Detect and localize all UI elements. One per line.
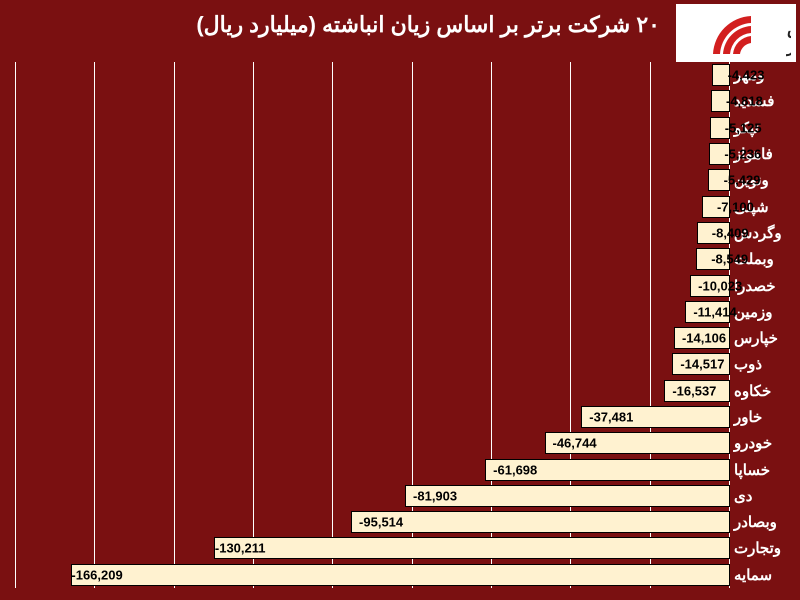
value-label: -130,211 <box>215 541 266 556</box>
bar-row: خصدرا-10,023 <box>16 275 730 297</box>
category-label: خاور <box>734 408 798 426</box>
category-label: دی <box>734 487 798 505</box>
value-label: -4,423 <box>728 68 765 83</box>
value-label: -4,818 <box>726 94 763 109</box>
brand-logo: بورس نیوز <box>676 4 796 62</box>
bar-row: فاهواز-5,236 <box>16 143 730 165</box>
bar-row: خودرو-46,744 <box>16 432 730 454</box>
value-label: -5,236 <box>724 147 761 162</box>
value-label: -10,023 <box>698 278 742 293</box>
category-label: ذوب <box>734 355 798 373</box>
category-label: وزمین <box>734 303 798 321</box>
svg-text:نیوز: نیوز <box>786 39 791 57</box>
value-label: -5,429 <box>724 173 761 188</box>
bar-row: سمایه-166,209 <box>16 564 730 586</box>
category-label: خودرو <box>734 434 798 452</box>
bar-row: خکاوه-16,537 <box>16 380 730 402</box>
bar-row: وبملت-8,549 <box>16 248 730 270</box>
category-label: وتجارت <box>734 539 798 557</box>
value-label: -81,903 <box>413 488 457 503</box>
bars-container: ومهر-4,423 فسدید-4,818 تپکو-5,125 فاهواز-5,… <box>16 62 730 588</box>
value-label: -14,106 <box>682 331 726 346</box>
value-label: -8,549 <box>711 252 748 267</box>
bar <box>71 564 730 586</box>
bar-row: شپلی-7,100 <box>16 196 730 218</box>
bar-row: خپارس-14,106 <box>16 327 730 349</box>
bar-row: خاور-37,481 <box>16 406 730 428</box>
bar-row: تپکو-5,125 <box>16 117 730 139</box>
category-label: خساپا <box>734 461 798 479</box>
bar-row: ذوب-14,517 <box>16 353 730 375</box>
value-label: -95,514 <box>359 515 403 530</box>
svg-text:بورس: بورس <box>787 21 791 39</box>
value-label: -16,537 <box>672 383 716 398</box>
bar-row: ونوین-5,429 <box>16 169 730 191</box>
bar-row: وگردش-8,409 <box>16 222 730 244</box>
category-label: خصدرا <box>734 277 798 295</box>
chart-title: ۲۰ شرکت برتر بر اساس زیان انباشته (میلیا… <box>196 12 660 38</box>
bar-row: وبصادر-95,514 <box>16 511 730 533</box>
bar <box>214 537 731 559</box>
bar <box>351 511 730 533</box>
value-label: -37,481 <box>589 410 633 425</box>
category-label: وبصادر <box>734 513 798 531</box>
plot-area: ومهر-4,423 فسدید-4,818 تپکو-5,125 فاهواز-5,… <box>16 62 730 588</box>
bar-row: دی-81,903 <box>16 485 730 507</box>
category-label: خکاوه <box>734 382 798 400</box>
category-label: سمایه <box>734 566 798 584</box>
value-label: -166,209 <box>71 567 122 582</box>
value-label: -14,517 <box>680 357 724 372</box>
category-label: خپارس <box>734 329 798 347</box>
bar-row: وتجارت-130,211 <box>16 537 730 559</box>
value-label: -61,698 <box>493 462 537 477</box>
value-label: -8,409 <box>712 225 749 240</box>
bar-row: ومهر-4,423 <box>16 64 730 86</box>
value-label: -5,125 <box>725 120 762 135</box>
value-label: -7,100 <box>717 199 754 214</box>
bar-row: وزمین-11,414 <box>16 301 730 323</box>
bar-row: خساپا-61,698 <box>16 459 730 481</box>
bar-row: فسدید-4,818 <box>16 90 730 112</box>
value-label: -11,414 <box>693 304 736 319</box>
value-label: -46,744 <box>553 436 597 451</box>
